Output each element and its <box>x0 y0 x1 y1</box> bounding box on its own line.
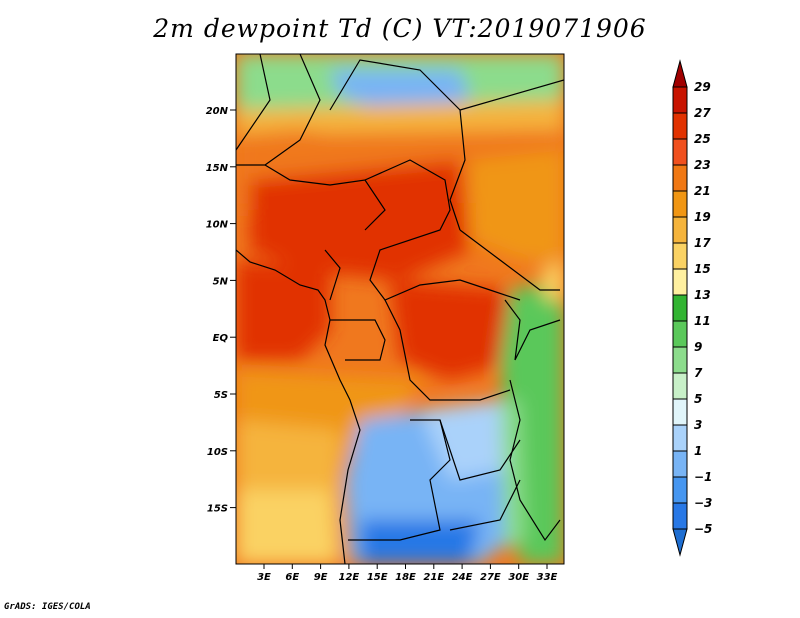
colorbar-label: −5 <box>694 522 712 536</box>
colorbar-label: 29 <box>694 80 711 94</box>
colorbar-label: −3 <box>694 496 712 510</box>
lon-label: 27E <box>480 572 501 583</box>
colorbar-swatch <box>672 216 688 244</box>
lon-label: 15E <box>367 572 388 583</box>
lat-label: 5S <box>214 390 228 401</box>
colorbar-swatch <box>672 372 688 400</box>
colorbar-label: 27 <box>694 106 711 120</box>
lon-label: 3E <box>257 572 271 583</box>
dewpoint-field <box>236 54 564 564</box>
colorbar-label: 25 <box>694 132 711 146</box>
colorbar-swatch <box>672 450 688 478</box>
colorbar-swatch <box>672 86 688 114</box>
lon-label: 18E <box>395 572 416 583</box>
lon-label: 21E <box>423 572 444 583</box>
colorbar-label: 15 <box>694 262 711 276</box>
latitude-axis: 20N 15N 10N 5N EQ 5S 10S 15S <box>206 106 236 515</box>
colorbar-label: 9 <box>694 340 702 354</box>
colorbar-swatch <box>672 164 688 192</box>
colorbar-label: 1 <box>694 444 702 458</box>
longitude-axis: 3E 6E 9E 12E 15E 18E 21E 24E 27E 30E 33E <box>257 564 558 583</box>
lat-label: EQ <box>213 333 229 344</box>
lon-label: 6E <box>285 572 299 583</box>
colorbar-swatch <box>672 268 688 296</box>
colorbar: 29 27 25 23 21 19 17 15 13 11 9 7 5 3 1 −1 −3 −5 <box>672 59 712 557</box>
lon-label: 9E <box>314 572 328 583</box>
lon-label: 33E <box>537 572 558 583</box>
colorbar-label: 21 <box>694 184 711 198</box>
colorbar-swatch <box>672 398 688 426</box>
colorbar-label: 3 <box>694 418 702 432</box>
lat-label: 10N <box>206 220 229 231</box>
colorbar-bottom-arrow <box>672 528 688 557</box>
grads-credit: GrADS: IGES/COLA <box>4 602 91 612</box>
country-borders <box>236 54 564 564</box>
colorbar-label: −1 <box>694 470 712 484</box>
colorbar-label: 19 <box>694 210 711 224</box>
lon-label: 24E <box>452 572 473 583</box>
lat-label: 5N <box>213 276 229 287</box>
colorbar-swatch <box>672 112 688 140</box>
lat-label: 10S <box>207 447 228 458</box>
colorbar-swatch <box>672 190 688 218</box>
lon-label: 30E <box>508 572 529 583</box>
colorbar-swatch <box>672 242 688 270</box>
colorbar-swatch <box>672 294 688 322</box>
colorbar-label: 7 <box>694 366 703 380</box>
lat-label: 15S <box>207 504 228 515</box>
colorbar-top-arrow <box>672 59 688 88</box>
colorbar-swatch <box>672 476 688 504</box>
lon-label: 12E <box>339 572 360 583</box>
colorbar-swatch <box>672 346 688 374</box>
colorbar-swatch <box>672 138 688 166</box>
colorbar-label: 5 <box>694 392 702 406</box>
colorbar-swatch <box>672 320 688 348</box>
colorbar-label: 11 <box>694 314 711 328</box>
colorbar-label: 17 <box>694 236 711 250</box>
colorbar-label: 23 <box>694 158 711 172</box>
chart-title: 2m dewpoint Td (C) VT:2019071906 <box>153 14 647 43</box>
colorbar-label: 13 <box>694 288 711 302</box>
lat-label: 15N <box>206 163 229 174</box>
lat-label: 20N <box>206 106 229 117</box>
colorbar-swatch <box>672 502 688 530</box>
colorbar-swatch <box>672 424 688 452</box>
map-frame <box>235 53 565 565</box>
